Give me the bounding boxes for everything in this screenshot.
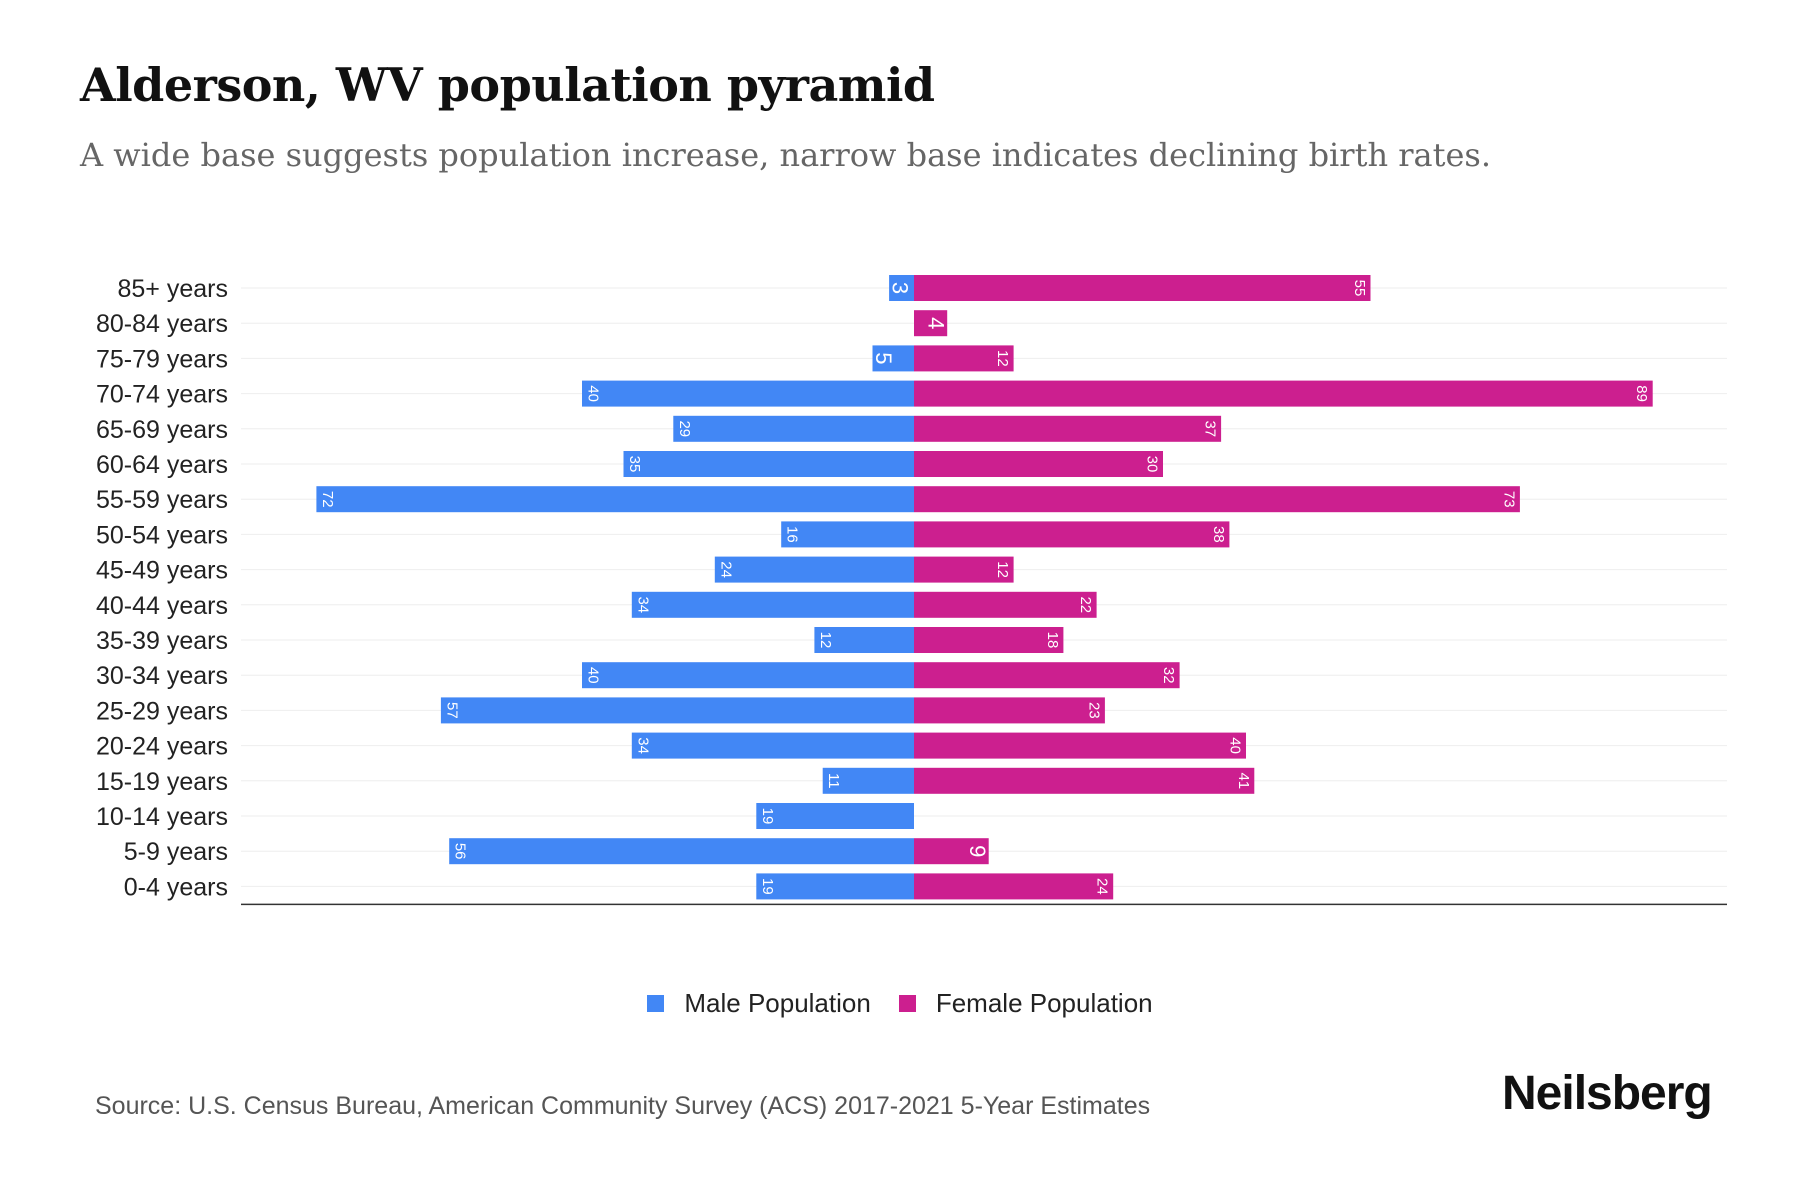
male-bar [316, 486, 914, 513]
female-value-label: 89 [1633, 385, 1650, 402]
female-value-label: 55 [1351, 280, 1368, 297]
female-bar [914, 415, 1222, 442]
female-value-label: 38 [1210, 526, 1227, 543]
male-bar [714, 556, 914, 583]
female-value-label: 12 [994, 561, 1011, 578]
male-bar [582, 662, 914, 689]
male-value-label: 3 [888, 282, 913, 294]
female-bar [914, 310, 948, 337]
chart-subtitle: A wide base suggests population increase… [80, 136, 1491, 174]
male-bar [889, 275, 914, 301]
female-value-label: 9 [965, 845, 990, 857]
female-value-label: 12 [994, 350, 1011, 367]
male-bar [814, 627, 914, 653]
legend: Male Population Female Population [0, 988, 1800, 1019]
male-value-label: 35 [626, 456, 643, 473]
male-value-label: 19 [759, 808, 776, 825]
male-bar [582, 380, 914, 407]
female-bar [914, 697, 1105, 724]
age-group-label: 25-29 years [96, 697, 228, 725]
male-bar [756, 803, 914, 829]
age-group-label: 70-74 years [96, 381, 228, 409]
legend-swatch-female [898, 995, 916, 1012]
male-value-label: 34 [634, 737, 651, 754]
female-value-label: 4 [924, 317, 949, 329]
male-bar [623, 451, 914, 477]
female-bar [914, 767, 1255, 794]
male-value-label: 24 [717, 561, 734, 578]
female-bar [914, 873, 1114, 900]
male-bar [781, 521, 914, 548]
female-value-label: 23 [1085, 702, 1102, 719]
female-bar [914, 345, 1014, 372]
female-bar [914, 662, 1180, 689]
female-value-label: 22 [1077, 596, 1094, 613]
female-bar [914, 486, 1520, 513]
male-bar [756, 873, 914, 900]
legend-item-male[interactable]: Male Population [647, 988, 871, 1019]
female-bar [914, 591, 1097, 618]
age-group-label: 5-9 years [124, 838, 228, 866]
female-value-label: 73 [1500, 491, 1517, 508]
male-value-label: 29 [676, 420, 693, 437]
female-value-label: 30 [1144, 456, 1161, 473]
male-value-label: 12 [817, 632, 834, 649]
age-group-label: 60-64 years [96, 451, 228, 479]
male-bar [673, 415, 914, 442]
male-value-label: 72 [319, 491, 336, 508]
legend-item-female[interactable]: Female Population [898, 988, 1153, 1019]
age-group-label: 45-49 years [96, 557, 228, 585]
female-value-label: 41 [1235, 772, 1252, 789]
male-bar [822, 767, 914, 794]
neilsberg-logo: Neilsberg [1502, 1067, 1713, 1120]
female-value-label: 40 [1227, 737, 1244, 754]
age-group-label: 20-24 years [96, 733, 228, 761]
female-bar [914, 838, 989, 865]
age-group-label: 30-34 years [96, 662, 228, 690]
female-bar [914, 451, 1163, 477]
female-bar [914, 275, 1371, 301]
female-bar [914, 521, 1230, 548]
male-bar [440, 697, 914, 724]
age-group-label: 65-69 years [96, 416, 228, 444]
male-value-label: 5 [871, 352, 896, 364]
female-value-label: 32 [1160, 667, 1177, 684]
legend-swatch-male [647, 995, 665, 1012]
age-group-label: 35-39 years [96, 627, 228, 655]
age-group-label: 10-14 years [96, 803, 228, 831]
legend-label-female: Female Population [935, 988, 1153, 1018]
female-value-label: 18 [1044, 632, 1061, 649]
male-value-label: 16 [784, 526, 801, 543]
female-bar [914, 627, 1064, 653]
male-value-label: 40 [585, 385, 602, 402]
male-bar [631, 732, 914, 759]
age-group-label: 85+ years [118, 275, 229, 303]
age-group-label: 40-44 years [96, 592, 228, 620]
age-group-label: 0-4 years [124, 873, 228, 901]
age-group-label: 55-59 years [96, 486, 228, 514]
source-note: Source: U.S. Census Bureau, American Com… [95, 1092, 1151, 1120]
female-bar [914, 732, 1246, 759]
age-group-label: 75-79 years [96, 345, 228, 373]
age-group-label: 15-19 years [96, 768, 228, 796]
male-bar [872, 345, 914, 372]
female-value-label: 24 [1094, 878, 1111, 895]
female-bar [914, 380, 1653, 407]
male-value-label: 40 [585, 667, 602, 684]
male-value-label: 19 [759, 878, 776, 895]
female-bar [914, 556, 1014, 583]
male-bar [449, 838, 914, 865]
male-value-label: 11 [825, 773, 842, 789]
age-group-label: 80-84 years [96, 310, 228, 338]
legend-label-male: Male Population [684, 988, 871, 1018]
male-value-label: 56 [452, 843, 469, 860]
male-value-label: 57 [443, 702, 460, 719]
male-value-label: 34 [634, 596, 651, 613]
male-bar [631, 591, 914, 618]
female-value-label: 37 [1202, 420, 1219, 437]
chart-title: Alderson, WV population pyramid [80, 58, 935, 112]
age-group-label: 50-54 years [96, 521, 228, 549]
